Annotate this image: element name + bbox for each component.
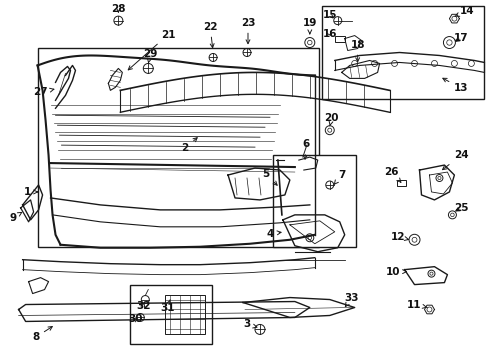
Text: 29: 29 xyxy=(143,49,157,63)
Text: 18: 18 xyxy=(350,40,365,62)
Bar xyxy=(165,294,205,334)
Text: 23: 23 xyxy=(241,18,255,44)
Text: 17: 17 xyxy=(454,32,469,42)
Text: 32: 32 xyxy=(136,301,150,311)
Text: 12: 12 xyxy=(391,232,409,242)
Text: 24: 24 xyxy=(442,150,469,170)
Text: 25: 25 xyxy=(454,203,468,213)
Text: 6: 6 xyxy=(302,139,310,159)
Text: 1: 1 xyxy=(24,187,38,197)
Text: 7: 7 xyxy=(334,170,345,185)
Text: 22: 22 xyxy=(203,22,218,48)
Text: 13: 13 xyxy=(443,78,468,93)
Text: 19: 19 xyxy=(303,18,317,34)
Bar xyxy=(335,36,345,41)
Text: 31: 31 xyxy=(160,300,174,312)
Bar xyxy=(322,6,484,99)
Bar xyxy=(130,285,212,345)
Text: 9: 9 xyxy=(9,212,22,223)
Text: 30: 30 xyxy=(128,314,143,324)
Bar xyxy=(397,180,406,186)
Text: 27: 27 xyxy=(33,87,54,97)
Text: 10: 10 xyxy=(385,267,406,276)
Text: 26: 26 xyxy=(384,167,401,182)
Text: 11: 11 xyxy=(407,300,427,310)
Text: 5: 5 xyxy=(262,169,277,185)
Text: 20: 20 xyxy=(324,113,339,126)
Bar xyxy=(273,155,356,247)
Text: 21: 21 xyxy=(128,30,175,70)
Text: 33: 33 xyxy=(344,293,359,307)
Text: 2: 2 xyxy=(182,138,197,153)
Text: 14: 14 xyxy=(455,6,475,17)
Text: 16: 16 xyxy=(322,28,337,39)
Text: 15: 15 xyxy=(322,10,337,20)
Text: 8: 8 xyxy=(32,327,52,342)
Text: 28: 28 xyxy=(111,4,125,14)
Text: 3: 3 xyxy=(244,319,257,329)
Bar xyxy=(38,48,319,247)
Text: 4: 4 xyxy=(266,229,281,239)
